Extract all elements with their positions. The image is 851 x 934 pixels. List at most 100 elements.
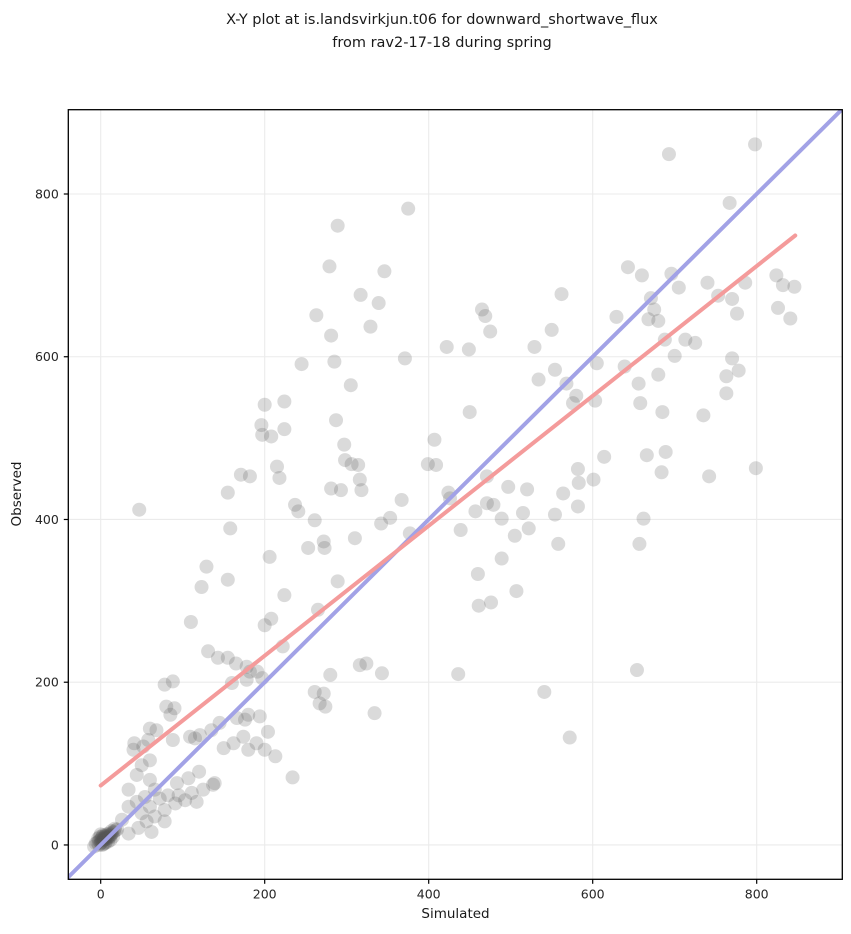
scatter-point [268,749,283,764]
scatter-point [570,462,585,477]
scatter-point [609,309,624,324]
scatter-point [98,829,113,844]
scatter-point [478,309,493,324]
scatter-point [571,475,586,490]
scatter-point [291,504,306,519]
scatter-point [547,362,562,377]
scatter-point [165,732,180,747]
scatter-point [655,405,670,420]
scatter-point [220,485,235,500]
y-tick-label: 0 [51,837,59,852]
scatter-point [667,348,682,363]
scatter-point [93,827,108,842]
scatter-point [181,771,196,786]
scatter-point [288,497,303,512]
scatter-point [337,437,352,452]
scatter-point [201,644,216,659]
scatter-point [725,351,740,366]
scatter-point [731,363,746,378]
scatter-point [633,396,648,411]
scatter-point [521,521,536,536]
tick-labels: 0 200 400 600 800 0 200 400 600 800 [35,186,769,901]
scatter-point [324,481,339,496]
scatter-point [569,388,584,403]
scatter-point [226,736,241,751]
scatter-point [264,429,279,444]
scatter-point [255,427,270,442]
scatter-point [307,513,322,528]
scatter-point [220,650,235,665]
scatter-point [479,469,494,484]
scatter-point [651,367,666,382]
scatter-point [207,776,222,791]
scatter-point [96,832,111,847]
scatter-point [184,785,199,800]
scatter-point [272,470,287,485]
scatter-point [647,302,662,317]
scatter-point [142,772,157,787]
scatter-point [137,789,152,804]
scatter-point [157,814,172,829]
scatter-point [223,521,238,536]
scatter-point [429,457,444,472]
scatter-point [323,667,338,682]
y-tick-label: 400 [35,512,59,527]
scatter-point [374,516,389,531]
scatter-point [330,574,345,589]
scatter-point [192,728,207,743]
y-tick-label: 800 [35,186,59,201]
scatter-point [316,534,331,549]
scatter-point [241,707,256,722]
scatter-point [520,482,535,497]
scatter-point [702,469,717,484]
scatter-point [352,472,367,487]
scatter-point [515,505,530,520]
scatter-point [769,268,784,283]
scatter-point [169,776,184,791]
scatter-point [144,824,159,839]
scatter-point [470,566,485,581]
scatter-point [277,588,292,603]
y-axis-label: Observed [9,461,25,527]
scatter-point [329,413,344,428]
scatter-point [236,729,251,744]
scatter-point [260,724,275,739]
scatter-point [359,656,374,671]
scatter-point [775,278,790,293]
x-tick-label: 400 [417,886,441,901]
scatter-point [242,469,257,484]
scatter-point [160,788,175,803]
scatter-point [722,195,737,210]
scatter-point [285,770,300,785]
scatter-point [654,465,669,480]
scatter-point [121,799,136,814]
scatter-point [338,453,353,468]
scatter-point [199,559,214,574]
scatter-point [383,510,398,525]
scatter-point [671,280,686,295]
scatter-point [277,394,292,409]
scatter-point [589,356,604,371]
scatter-point [641,312,656,327]
x-axis-label: Simulated [421,906,490,922]
scatter-point [210,650,225,665]
scatter-point [461,342,476,357]
scatter-point [730,306,745,321]
scatter-point [367,706,382,721]
y-tick-label: 200 [35,675,59,690]
scatter-point [96,830,111,845]
scatter-point [316,686,331,701]
scatter-point [507,528,522,543]
scatter-point [187,731,202,746]
scatter-point [377,264,392,279]
scatter-point [347,531,362,546]
scatter-point [228,656,243,671]
scatter-point [159,699,174,714]
scatter-point [262,549,277,564]
scatter-point [101,826,116,841]
scatter-point [249,736,264,751]
scatter-point [157,677,172,692]
scatter-point [586,472,601,487]
scatter-point [439,339,454,354]
